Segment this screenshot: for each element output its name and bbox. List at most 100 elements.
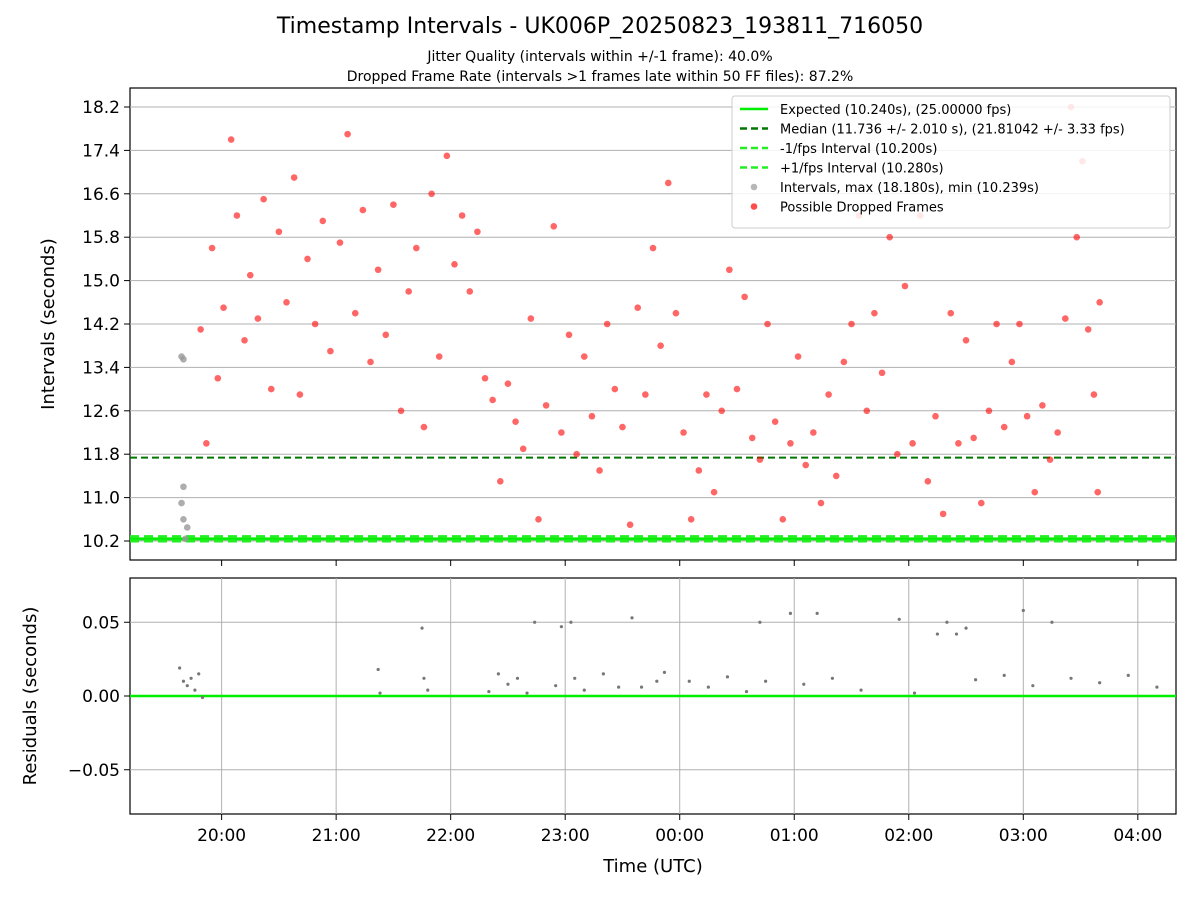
x-tick-label: 20:00 xyxy=(197,826,246,846)
chart-title: Timestamp Intervals - UK006P_20250823_19… xyxy=(276,14,924,39)
dropped-frame-point xyxy=(596,467,603,474)
dropped-frame-point xyxy=(1031,488,1039,496)
residual-point xyxy=(200,695,205,700)
residual-point xyxy=(422,676,426,680)
dropped-frame-point xyxy=(374,266,382,274)
dropped-frame-point xyxy=(336,239,344,246)
dropped-frame-point xyxy=(413,244,420,252)
dropped-frame-point xyxy=(1090,391,1098,398)
legend-label: Possible Dropped Frames xyxy=(780,201,944,216)
residual-point xyxy=(655,679,659,683)
dropped-frame-point xyxy=(214,374,222,382)
x-tick-label: 02:00 xyxy=(884,826,933,846)
dropped-frame-point xyxy=(871,309,878,317)
dropped-frame-point xyxy=(260,195,267,203)
dropped-frame-point xyxy=(246,271,254,279)
dropped-frame-point xyxy=(832,472,840,480)
dropped-frame-point xyxy=(985,407,993,415)
dropped-frame-point xyxy=(405,288,412,295)
dropped-frame-point xyxy=(1054,429,1061,436)
residual-point xyxy=(496,672,500,676)
dropped-frame-point xyxy=(748,434,756,442)
dropped-frame-point xyxy=(787,440,794,447)
legend-label: Intervals, max (18.180s), min (10.239s) xyxy=(780,181,1039,196)
residual-point xyxy=(487,689,491,694)
interval-point xyxy=(180,355,187,363)
intervals-reference-lines xyxy=(130,456,1176,543)
dropped-frame-point xyxy=(1008,358,1016,366)
dropped-frame-point xyxy=(825,391,832,398)
dropped-frame-point xyxy=(451,261,458,268)
dropped-frame-point xyxy=(203,440,210,447)
residual-point xyxy=(830,676,835,680)
residual-point xyxy=(376,667,380,672)
dropped-frame-point xyxy=(367,358,374,366)
dropped-frame-point xyxy=(695,467,703,474)
legend-label: Median (11.736 +/- 2.010 s), (21.81042 +… xyxy=(780,123,1125,138)
dropped-frame-point xyxy=(275,228,283,236)
legend-label: +1/fps Interval (10.280s) xyxy=(780,162,944,177)
intervals-y-tick-label: 13.4 xyxy=(82,358,120,378)
x-tick-label: 22:00 xyxy=(426,826,475,846)
residual-point xyxy=(178,666,182,670)
residual-point xyxy=(559,625,563,629)
dropped-frame-point xyxy=(779,516,787,523)
residual-point xyxy=(912,691,917,695)
chart-subtitle-jitter: Jitter Quality (intervals within +/-1 fr… xyxy=(427,49,773,65)
residuals-y-ticks: 0.05 0.00 −0.05 xyxy=(68,613,130,781)
dropped-frame-point xyxy=(558,429,565,436)
dropped-frame-point xyxy=(932,412,939,420)
residual-point xyxy=(601,672,605,676)
residual-point xyxy=(897,617,901,621)
legend: Expected (10.240s), (25.00000 fps) Median… xyxy=(731,95,1171,229)
residual-point xyxy=(189,676,193,680)
dropped-frame-point xyxy=(649,244,657,252)
x-tick-label: 23:00 xyxy=(541,826,590,846)
interval-point xyxy=(180,483,187,491)
residual-point xyxy=(378,691,382,695)
dropped-frame-point xyxy=(817,499,825,507)
dropped-frame-point xyxy=(710,488,718,496)
residual-point xyxy=(1021,608,1025,613)
dropped-frame-point xyxy=(1084,326,1092,333)
residual-point xyxy=(426,688,430,692)
dropped-frame-point xyxy=(565,331,573,339)
legend-swatch-dot xyxy=(750,183,758,191)
residual-point xyxy=(1002,673,1006,677)
dropped-frame-point xyxy=(496,478,504,485)
dropped-frame-point xyxy=(764,320,771,328)
residual-point xyxy=(788,611,793,616)
residual-point xyxy=(573,676,577,680)
dropped-frame-point xyxy=(397,407,405,415)
interval-point xyxy=(182,535,189,543)
dropped-frame-point xyxy=(489,396,496,404)
residual-point xyxy=(802,682,806,686)
dropped-frame-point xyxy=(619,423,626,431)
dropped-frame-point xyxy=(382,331,390,339)
legend-swatch-dot xyxy=(750,203,758,210)
dropped-frame-point xyxy=(1061,315,1069,322)
dropped-frame-point xyxy=(428,190,435,198)
residual-point xyxy=(764,679,768,683)
dropped-frame-point xyxy=(901,282,909,290)
dropped-frame-point xyxy=(535,516,542,523)
dropped-frame-point xyxy=(227,136,235,143)
residual-point xyxy=(181,679,186,683)
residual-point xyxy=(533,620,537,624)
residuals-y-axis-label: Residuals (seconds) xyxy=(20,607,41,786)
residuals-y-tick-label: −0.05 xyxy=(68,761,120,781)
dropped-frame-point xyxy=(481,374,489,382)
intervals-y-tick-label: 11.0 xyxy=(82,489,120,509)
x-tick-label: 01:00 xyxy=(770,826,819,846)
dropped-frame-point xyxy=(993,320,1000,328)
residual-point xyxy=(582,688,586,692)
residual-point xyxy=(617,685,621,689)
dropped-frame-point xyxy=(886,233,893,241)
dropped-frame-point xyxy=(580,353,588,360)
residual-point xyxy=(525,691,529,695)
dropped-frame-point xyxy=(1094,488,1102,496)
residual-point xyxy=(1155,685,1159,689)
residuals-points xyxy=(130,608,1176,700)
residual-point xyxy=(197,672,201,676)
residual-point xyxy=(815,611,819,616)
